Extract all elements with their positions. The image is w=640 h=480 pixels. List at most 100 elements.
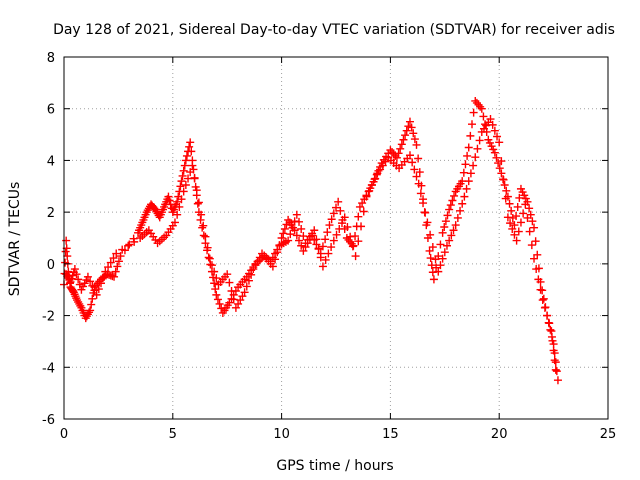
data-point — [332, 230, 341, 239]
data-point — [215, 299, 224, 308]
data-point — [175, 202, 184, 211]
data-point — [92, 290, 101, 299]
data-point — [192, 186, 201, 195]
data-point — [177, 177, 186, 186]
data-point — [201, 232, 210, 241]
data-point — [186, 138, 195, 147]
data-point — [312, 235, 321, 244]
data-point — [357, 222, 366, 231]
data-point — [70, 290, 79, 299]
data-point — [125, 240, 134, 249]
data-point — [165, 196, 174, 205]
data-point — [354, 212, 363, 221]
data-point — [227, 287, 236, 296]
data-point — [314, 244, 323, 253]
data-point — [99, 273, 108, 282]
y-tick-label: 4 — [47, 154, 55, 169]
data-point — [179, 166, 188, 175]
data-point — [534, 275, 543, 284]
data-point — [116, 252, 125, 261]
data-point — [194, 198, 203, 207]
data-point — [284, 236, 293, 245]
data-point — [210, 267, 219, 276]
data-point — [471, 153, 480, 162]
data-point — [412, 140, 421, 149]
data-point — [110, 272, 119, 281]
data-point — [427, 261, 436, 270]
data-point — [247, 270, 256, 279]
data-point — [401, 131, 410, 140]
data-point — [532, 265, 541, 274]
data-point — [288, 223, 297, 232]
data-point — [466, 131, 475, 140]
data-point — [295, 236, 304, 245]
data-point — [268, 262, 277, 271]
data-point — [445, 205, 454, 214]
data-point — [354, 237, 363, 246]
data-point — [436, 261, 445, 270]
axis-ticks: 0 5 10 15 20 25 -6 -4 -2 0 2 4 6 8 — [42, 51, 616, 442]
plot-frame — [63, 56, 609, 420]
data-point — [546, 325, 555, 334]
data-point — [492, 153, 501, 162]
data-point — [180, 161, 189, 170]
data-point — [173, 210, 182, 219]
data-point — [548, 336, 557, 345]
y-tick-label: -2 — [42, 310, 55, 325]
data-point — [502, 186, 511, 195]
data-point — [551, 365, 560, 374]
data-point — [348, 242, 357, 251]
data-point — [112, 249, 121, 258]
data-point — [69, 288, 78, 297]
data-point — [323, 228, 332, 237]
data-point — [431, 255, 440, 264]
data-point — [370, 175, 379, 184]
data-point — [453, 213, 462, 222]
data-point — [507, 206, 516, 215]
data-point — [490, 148, 499, 157]
data-point — [88, 294, 97, 303]
data-point — [473, 144, 482, 153]
data-point — [324, 249, 333, 258]
data-point — [212, 290, 221, 299]
data-point — [521, 200, 530, 209]
data-point — [225, 278, 234, 287]
data-point — [543, 311, 552, 320]
y-tick-label: 0 — [47, 258, 55, 273]
data-point — [335, 224, 344, 233]
data-point — [318, 242, 327, 251]
data-point — [545, 319, 554, 328]
chart-title: Day 128 of 2021, Sidereal Day-to-day VTE… — [53, 22, 615, 38]
data-point — [443, 211, 452, 220]
data-point — [513, 202, 522, 211]
data-point — [530, 254, 539, 263]
data-point — [187, 147, 196, 156]
data-point — [414, 154, 423, 163]
data-point — [334, 197, 343, 206]
data-point — [62, 236, 71, 245]
data-point — [479, 112, 488, 121]
data-point — [210, 279, 219, 288]
y-tick-label: 6 — [47, 103, 55, 118]
data-point — [528, 217, 537, 226]
data-point — [539, 294, 548, 303]
data-point — [531, 237, 540, 246]
x-tick-label: 5 — [169, 427, 177, 442]
data-point — [445, 236, 454, 245]
data-point — [540, 303, 549, 312]
data-point — [394, 149, 403, 158]
data-point — [461, 160, 470, 169]
data-point — [223, 270, 232, 279]
data-point — [101, 267, 110, 276]
data-point — [510, 230, 519, 239]
data-point — [130, 237, 139, 246]
data-point — [193, 199, 202, 208]
data-point — [486, 115, 495, 124]
data-point — [114, 257, 123, 266]
data-point — [448, 196, 457, 205]
data-point — [451, 221, 460, 230]
data-point — [343, 223, 352, 232]
data-point — [410, 135, 419, 144]
x-tick-label: 10 — [273, 427, 290, 442]
data-point — [410, 165, 419, 174]
